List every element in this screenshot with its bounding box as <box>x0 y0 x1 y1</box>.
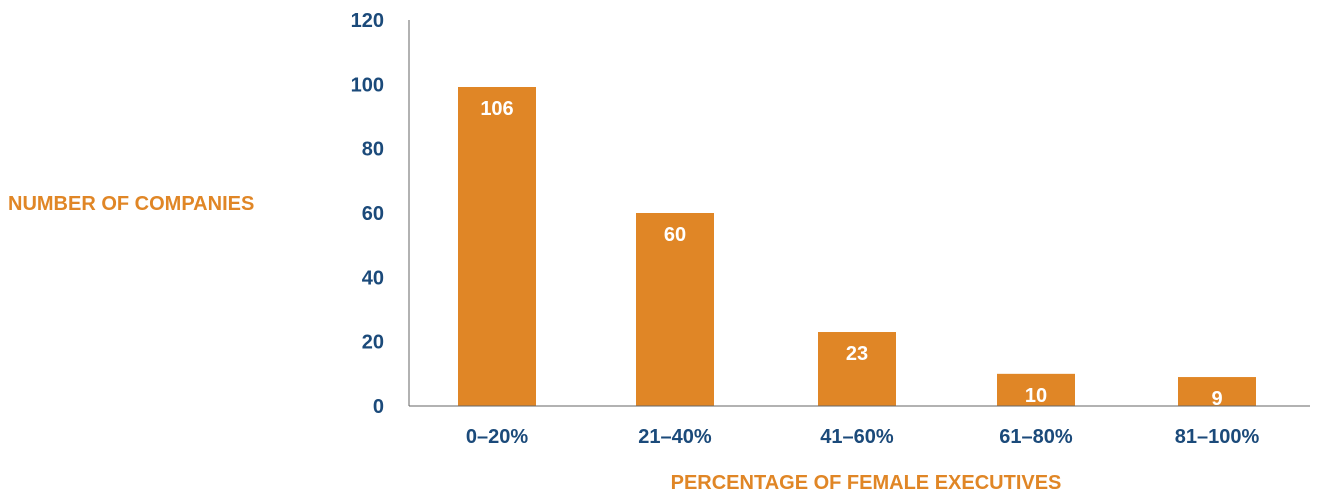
y-tick-label: 40 <box>362 267 384 289</box>
x-tick-label: 0–20% <box>466 426 528 448</box>
bar <box>997 373 1075 406</box>
y-tick-label: 100 <box>351 74 384 96</box>
bars: 106 60 23 10 9 <box>458 87 1256 410</box>
x-tick-label: 81–100% <box>1175 426 1260 448</box>
x-axis-title: PERCENTAGE OF FEMALE EXECUTIVES <box>671 472 1062 493</box>
bar-data-label: 106 <box>480 98 513 120</box>
y-tick-label: 120 <box>351 10 384 32</box>
bar-data-label: 10 <box>1025 385 1047 407</box>
y-tick-label: 60 <box>362 203 384 225</box>
x-axis-ticks: 0–20% 21–40% 41–60% 61–80% 81–100% <box>466 426 1260 448</box>
bar-data-label: 60 <box>664 224 686 246</box>
bar-data-label: 9 <box>1211 388 1222 410</box>
axes <box>408 20 1310 407</box>
bar <box>1178 377 1256 406</box>
y-axis-title-group: NUMBER OF COMPANIES <box>8 193 254 215</box>
x-tick-label: 61–80% <box>999 426 1073 448</box>
y-tick-label: 20 <box>362 332 384 354</box>
bar <box>636 213 714 406</box>
bar-data-label: 23 <box>846 343 868 365</box>
y-tick-label: 80 <box>362 139 384 161</box>
bar <box>458 87 536 406</box>
x-tick-label: 41–60% <box>820 426 894 448</box>
x-tick-label: 21–40% <box>638 426 712 448</box>
y-axis-ticks: 0 20 40 60 80 100 120 <box>351 10 384 418</box>
bar <box>818 332 896 406</box>
y-axis-title: NUMBER OF COMPANIES <box>8 193 254 215</box>
x-axis-title-group: PERCENTAGE OF FEMALE EXECUTIVES <box>671 472 1062 493</box>
y-tick-label: 0 <box>373 396 384 418</box>
